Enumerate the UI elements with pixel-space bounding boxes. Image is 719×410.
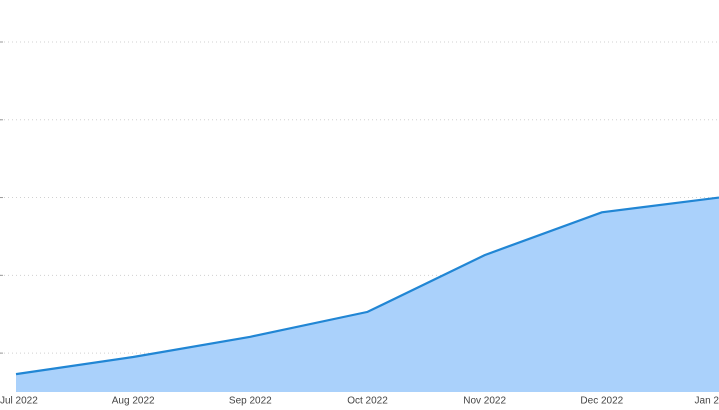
x-tick-label: Oct 2022: [347, 396, 388, 407]
x-tick-label: Jul 2022: [0, 396, 38, 407]
area-fill: [16, 197, 719, 392]
x-tick-label: Nov 2022: [463, 396, 506, 407]
area-line: [15, 196, 719, 376]
x-tick-label: Aug 2022: [112, 396, 155, 407]
x-tick-label: Jan 2: [695, 396, 719, 407]
x-tick-label: Sep 2022: [229, 396, 272, 407]
x-tick-label: Dec 2022: [580, 396, 623, 407]
